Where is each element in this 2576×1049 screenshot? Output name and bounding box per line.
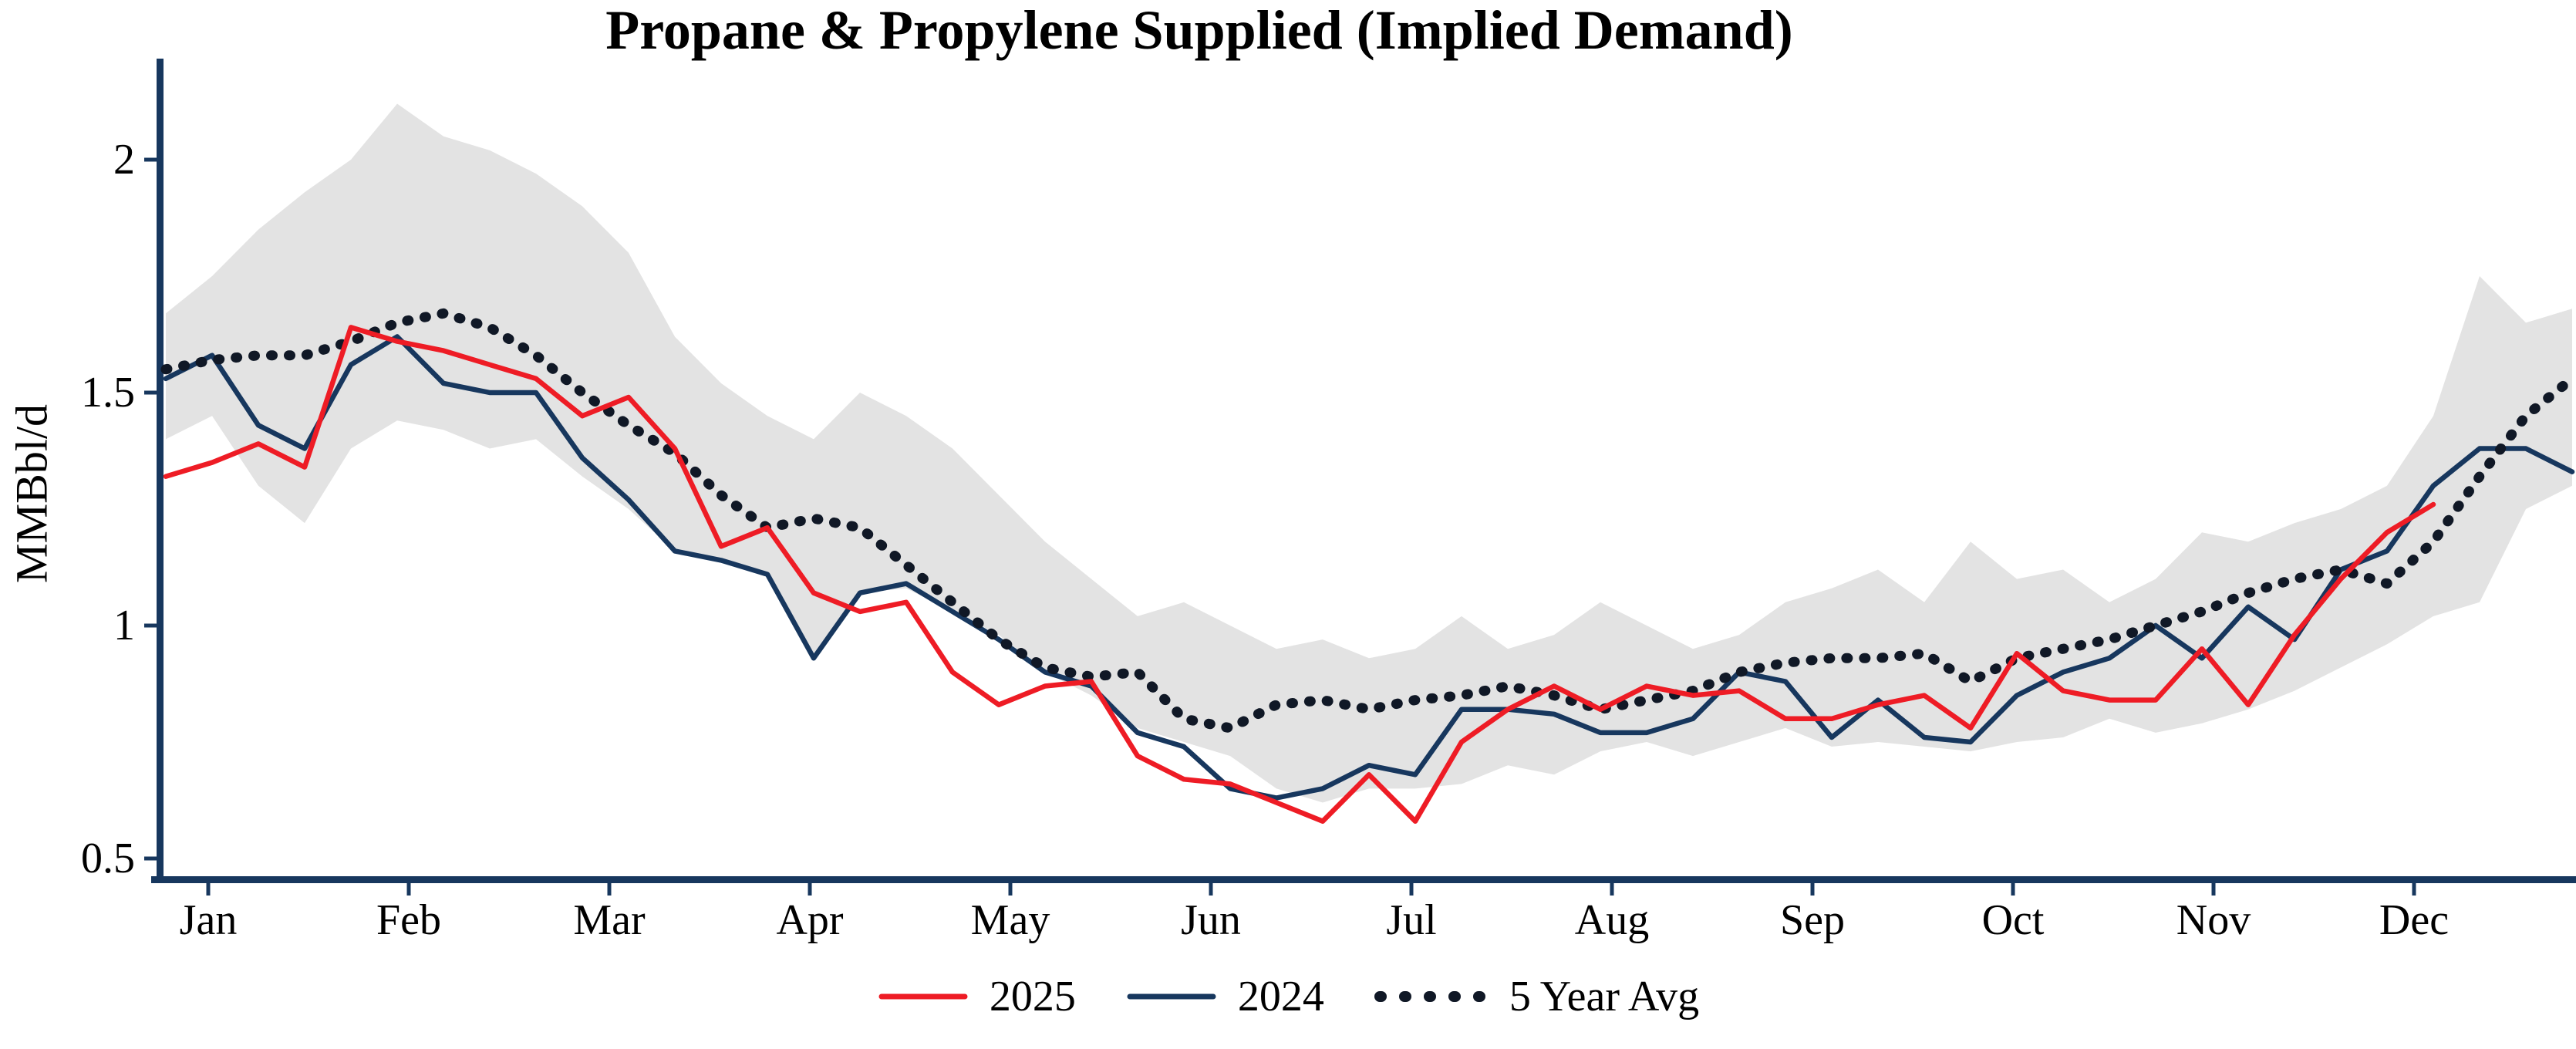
x-tick-label: Dec [2379, 896, 2449, 944]
x-tick-label: Mar [573, 896, 646, 944]
x-tick [1409, 883, 1414, 896]
x-tick [406, 883, 411, 896]
y-tick-label: 1.5 [81, 369, 135, 417]
legend-item-5-year-avg: 5 Year Avg [1374, 972, 1699, 1021]
line-5-year-avg [160, 308, 2576, 734]
x-tick-label: Jun [1181, 896, 1241, 944]
y-tick [144, 157, 157, 162]
y-tick-label: 1 [113, 602, 135, 649]
chart-title: Propane & Propylene Supplied (Implied De… [605, 0, 1793, 61]
x-tick-label: Apr [776, 896, 843, 944]
x-tick-label: May [971, 896, 1050, 944]
x-tick-label: Sep [1780, 896, 1845, 944]
legend-item-2024: 2024 [1125, 972, 1324, 1021]
x-tick [1810, 883, 1815, 896]
legend-label-2025: 2025 [989, 973, 1076, 1020]
legend-swatch-5-year-avg-line [1374, 991, 1489, 1002]
legend: 2025 2024 5 Year Avg [0, 972, 2576, 1021]
x-tick [607, 883, 612, 896]
x-axis-line [151, 876, 2576, 883]
x-tick [1008, 883, 1013, 896]
x-tick [808, 883, 812, 896]
line-2024 [163, 334, 2575, 801]
y-tick-label: 2 [113, 136, 135, 184]
x-tick [2011, 883, 2015, 896]
y-tick [144, 623, 157, 628]
legend-label-2024: 2024 [1237, 973, 1324, 1020]
y-axis-label: MMBbl/d [6, 403, 57, 584]
y-tick-label: 0.5 [81, 835, 135, 882]
five-year-range-band [166, 103, 2572, 803]
y-tick [144, 856, 157, 861]
y-tick [144, 390, 157, 395]
legend-swatch-2024-line [1127, 993, 1216, 1000]
x-tick-label: Aug [1575, 896, 1649, 944]
x-tick-label: Jan [180, 896, 238, 944]
x-tick-label: Oct [1982, 896, 2045, 944]
x-tick-label: Feb [376, 896, 441, 944]
x-tick [1209, 883, 1213, 896]
x-tick-label: Jul [1386, 896, 1436, 944]
x-tick-label: Nov [2176, 896, 2251, 944]
x-tick [1610, 883, 1614, 896]
legend-label-5-year-avg: 5 Year Avg [1509, 973, 1700, 1020]
legend-swatch-2025-line [878, 993, 968, 1000]
y-axis-line [157, 59, 164, 883]
line-2025 [163, 325, 2436, 824]
legend-item-2025: 2025 [877, 972, 1076, 1021]
x-tick [2211, 883, 2216, 896]
x-tick [2412, 883, 2416, 896]
x-tick [206, 883, 211, 896]
